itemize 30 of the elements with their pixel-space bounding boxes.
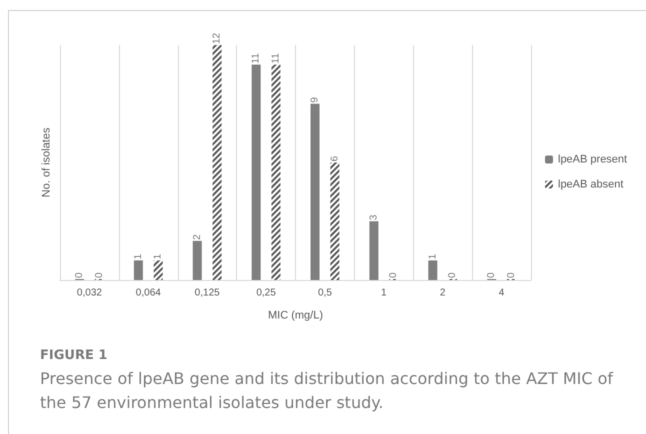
- x-tick-label: 0,125: [194, 288, 220, 298]
- data-label: 0: [74, 272, 86, 278]
- legend-label: lpeAB present: [558, 154, 628, 166]
- data-label: 0: [388, 272, 400, 278]
- data-label: 0: [486, 272, 498, 278]
- data-label: 0: [447, 272, 458, 278]
- data-label: 0: [94, 272, 105, 278]
- data-label: 11: [250, 52, 262, 64]
- x-tick-label: 0,5: [318, 288, 332, 298]
- x-tick-label: 0,032: [76, 288, 102, 298]
- text: Presence of lpeAB gene and its distribution according to the AZT MIC of the 57 environmental isolates under study.: [40, 368, 614, 414]
- x-tick-label: 4: [498, 288, 505, 298]
- data-label: 1: [152, 253, 164, 260]
- x-axis-title: MIC (mg/L): [268, 310, 323, 322]
- data-label: 12: [212, 32, 223, 44]
- data-label: 2: [192, 234, 203, 240]
- data-label: 1: [132, 253, 144, 260]
- y-axis-title: No. of isolates: [40, 127, 52, 198]
- legend-label: lpeAB absent: [558, 178, 624, 190]
- x-tick-label: 2: [440, 288, 446, 298]
- x-tick-label: 0,064: [136, 288, 162, 298]
- x-tick-label: 0,25: [256, 288, 276, 298]
- caption: FIGURE 1: [40, 348, 108, 363]
- data-label: 1: [427, 253, 438, 260]
- x-tick-label: 1: [381, 288, 388, 298]
- data-label: 0: [506, 272, 517, 278]
- data-label: 9: [310, 96, 321, 103]
- data-label: 3: [368, 214, 380, 220]
- data-label: 11: [270, 52, 282, 64]
- data-label: 6: [329, 156, 340, 162]
